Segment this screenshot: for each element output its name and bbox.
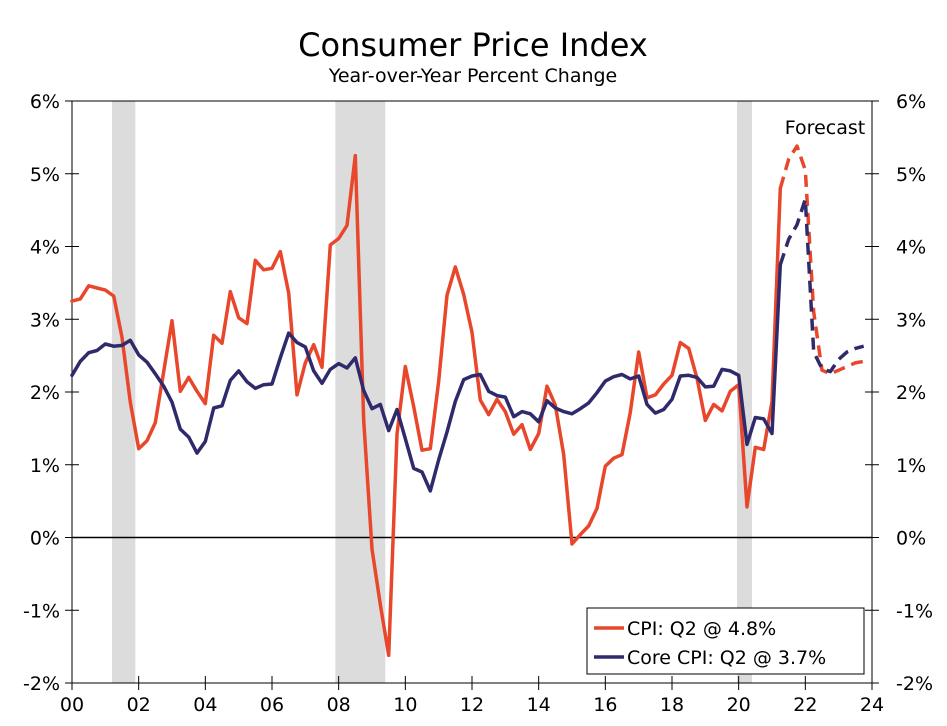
x-tick-label: 24 <box>860 694 884 716</box>
y-tick-label-left: 0% <box>30 528 60 550</box>
y-tick-label-left: 2% <box>30 382 60 404</box>
series-forecast-line-core-cpi <box>778 197 865 374</box>
y-tick-label-right: -2% <box>896 673 933 695</box>
x-tick-label: 12 <box>460 694 484 716</box>
x-tick-label: 14 <box>527 694 551 716</box>
y-tick-label-left: 4% <box>30 237 60 259</box>
axes-group: -2% -2% -1% -1% 0% 0% 1% 1% 2% 2% 3% 3% 4% 4% 5% 5% 6% 6%… <box>23 91 933 716</box>
y-tick-label-right: 6% <box>896 91 926 113</box>
y-tick-label-left: 3% <box>30 309 60 331</box>
series-group <box>70 144 865 658</box>
y-tick-label-right: 4% <box>896 237 926 259</box>
series-forecast-line-cpi <box>778 144 865 376</box>
chart-title: Consumer Price Index <box>298 26 648 64</box>
series-line-core-cpi <box>70 262 783 493</box>
legend-box <box>586 607 865 675</box>
x-tick-label: 02 <box>127 694 151 716</box>
y-tick-label-left: -1% <box>23 600 60 622</box>
y-tick-label-right: 1% <box>896 455 926 477</box>
x-tick-label: 04 <box>193 694 217 716</box>
x-tick-label: 00 <box>60 694 84 716</box>
y-tick-label-right: 5% <box>896 164 926 186</box>
series-line-cpi <box>70 153 783 658</box>
x-tick-label: 18 <box>660 694 684 716</box>
x-tick-label: 10 <box>393 694 417 716</box>
y-tick-label-right: 3% <box>896 309 926 331</box>
y-tick-label-right: -1% <box>896 600 933 622</box>
x-tick-label: 16 <box>593 694 617 716</box>
y-tick-label-left: -2% <box>23 673 60 695</box>
legend: CPI: Q2 @ 4.8% Core CPI: Q2 @ 3.7% <box>586 607 865 675</box>
x-tick-label: 22 <box>793 694 817 716</box>
forecast-annotation: Forecast <box>785 117 865 139</box>
x-tick-label: 08 <box>327 694 351 716</box>
legend-label-cpi: CPI: Q2 @ 4.8% <box>627 618 776 640</box>
y-tick-label-left: 5% <box>30 164 60 186</box>
legend-label-core-cpi: Core CPI: Q2 @ 3.7% <box>627 647 826 669</box>
x-tick-label: 06 <box>260 694 284 716</box>
y-tick-label-right: 2% <box>896 382 926 404</box>
x-tick-label: 20 <box>727 694 751 716</box>
y-tick-label-left: 1% <box>30 455 60 477</box>
y-tick-label-left: 6% <box>30 91 60 113</box>
recession-band-1 <box>112 101 136 683</box>
chart-subtitle: Year-over-Year Percent Change <box>328 65 618 87</box>
y-tick-label-right: 0% <box>896 528 926 550</box>
